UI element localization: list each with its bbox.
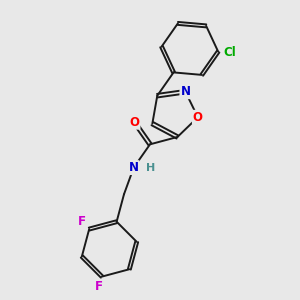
- Text: O: O: [130, 116, 140, 129]
- Text: N: N: [129, 161, 139, 174]
- Text: Cl: Cl: [223, 46, 236, 59]
- Text: H: H: [146, 163, 155, 172]
- Text: F: F: [78, 215, 86, 228]
- Text: N: N: [180, 85, 190, 98]
- Text: O: O: [193, 111, 203, 124]
- Text: F: F: [95, 280, 103, 293]
